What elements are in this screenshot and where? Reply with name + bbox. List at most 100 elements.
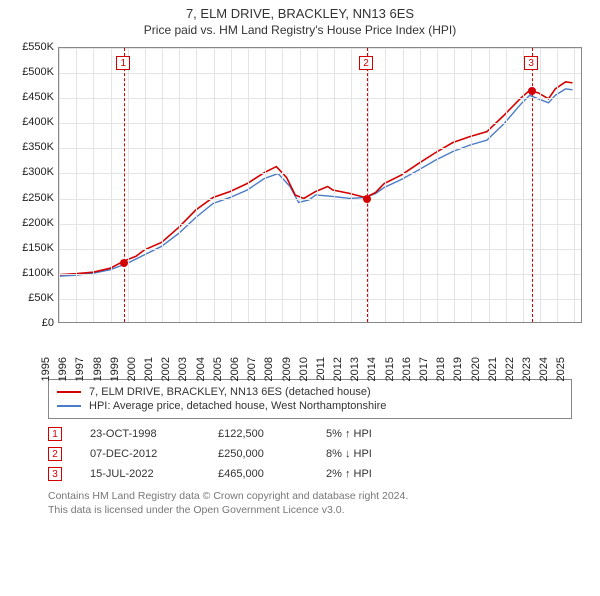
x-tick-label: 2012: [332, 357, 344, 381]
y-tick-label: £500K: [10, 66, 54, 78]
legend-label: 7, ELM DRIVE, BRACKLEY, NN13 6ES (detach…: [89, 386, 371, 398]
x-gridline: [93, 48, 94, 322]
transaction-vline: [124, 48, 125, 322]
x-gridline: [145, 48, 146, 322]
x-tick-label: 2021: [486, 357, 498, 381]
x-tick-label: 2023: [521, 357, 533, 381]
y-gridline: [59, 173, 581, 174]
y-tick-label: £550K: [10, 41, 54, 53]
x-tick-label: 1996: [57, 357, 69, 381]
transaction-row-marker: 2: [48, 447, 62, 461]
x-tick-label: 2014: [366, 357, 378, 381]
x-tick-label: 2022: [504, 357, 516, 381]
y-tick-label: £450K: [10, 91, 54, 103]
transaction-table: 123-OCT-1998£122,5005% ↑ HPI207-DEC-2012…: [48, 427, 600, 481]
transaction-diff: 5% ↑ HPI: [326, 428, 416, 440]
y-gridline: [59, 199, 581, 200]
transaction-row: 3 15-JUL-2022 £465,000 2% ↑ HPI: [48, 467, 600, 481]
x-tick-label: 2011: [315, 357, 327, 381]
legend: 7, ELM DRIVE, BRACKLEY, NN13 6ES (detach…: [48, 379, 572, 419]
x-gridline: [282, 48, 283, 322]
x-gridline: [334, 48, 335, 322]
x-tick-label: 2003: [177, 357, 189, 381]
y-tick-label: £350K: [10, 141, 54, 153]
x-gridline: [489, 48, 490, 322]
transaction-vline: [367, 48, 368, 322]
y-gridline: [59, 48, 581, 49]
x-gridline: [214, 48, 215, 322]
transaction-marker: 1: [116, 56, 130, 70]
x-gridline: [111, 48, 112, 322]
transaction-date: 15-JUL-2022: [90, 468, 190, 480]
x-gridline: [454, 48, 455, 322]
x-gridline: [248, 48, 249, 322]
footnote-line: This data is licensed under the Open Gov…: [48, 504, 345, 516]
x-tick-label: 2015: [383, 357, 395, 381]
page-title: 7, ELM DRIVE, BRACKLEY, NN13 6ES: [0, 6, 600, 21]
x-gridline: [179, 48, 180, 322]
transaction-row-marker: 1: [48, 427, 62, 441]
x-tick-label: 2020: [469, 357, 481, 381]
transaction-row: 123-OCT-1998£122,5005% ↑ HPI: [48, 427, 600, 441]
x-tick-label: 2009: [280, 357, 292, 381]
transaction-diff: 2% ↑ HPI: [326, 468, 416, 480]
x-tick-label: 2017: [418, 357, 430, 381]
x-gridline: [231, 48, 232, 322]
transaction-price: £250,000: [218, 448, 298, 460]
attribution-footnote: Contains HM Land Registry data © Crown c…: [48, 489, 600, 517]
y-gridline: [59, 73, 581, 74]
x-gridline: [317, 48, 318, 322]
y-tick-label: £400K: [10, 116, 54, 128]
x-gridline: [420, 48, 421, 322]
y-tick-label: £150K: [10, 242, 54, 254]
x-gridline: [76, 48, 77, 322]
y-gridline: [59, 224, 581, 225]
y-tick-label: £200K: [10, 217, 54, 229]
x-gridline: [471, 48, 472, 322]
y-gridline: [59, 148, 581, 149]
x-tick-label: 2010: [297, 357, 309, 381]
transaction-row-marker: 3: [48, 467, 62, 481]
x-tick-label: 2013: [349, 357, 361, 381]
x-gridline: [506, 48, 507, 322]
y-gridline: [59, 249, 581, 250]
x-tick-label: 2008: [263, 357, 275, 381]
x-gridline: [162, 48, 163, 322]
x-tick-label: 2016: [401, 357, 413, 381]
transaction-dot: [528, 87, 536, 95]
x-gridline: [574, 48, 575, 322]
transaction-date: 07-DEC-2012: [90, 448, 190, 460]
legend-item: 7, ELM DRIVE, BRACKLEY, NN13 6ES (detach…: [57, 386, 563, 398]
x-gridline: [265, 48, 266, 322]
x-tick-label: 2024: [538, 357, 550, 381]
chart-lines: [59, 48, 581, 322]
x-tick-label: 1998: [91, 357, 103, 381]
transaction-price: £465,000: [218, 468, 298, 480]
y-tick-label: £300K: [10, 166, 54, 178]
transaction-price: £122,500: [218, 428, 298, 440]
x-gridline: [196, 48, 197, 322]
y-gridline: [59, 299, 581, 300]
x-tick-label: 2004: [194, 357, 206, 381]
x-gridline: [385, 48, 386, 322]
transaction-row: 2 07-DEC-2012 £250,000 8% ↓ HPI: [48, 447, 600, 461]
y-tick-label: £100K: [10, 267, 54, 279]
x-tick-label: 2005: [212, 357, 224, 381]
x-tick-label: 1999: [108, 357, 120, 381]
x-gridline: [437, 48, 438, 322]
transaction-marker: 3: [524, 56, 538, 70]
transaction-diff: 8% ↓ HPI: [326, 448, 416, 460]
x-gridline: [523, 48, 524, 322]
x-gridline: [59, 48, 60, 322]
x-tick-label: 2018: [435, 357, 447, 381]
legend-swatch: [57, 405, 81, 407]
x-tick-label: 2002: [160, 357, 172, 381]
y-tick-label: £50K: [10, 292, 54, 304]
page-subtitle: Price paid vs. HM Land Registry's House …: [0, 23, 600, 37]
x-tick-label: 1995: [40, 357, 52, 381]
y-tick-label: £250K: [10, 192, 54, 204]
x-gridline: [403, 48, 404, 322]
x-gridline: [557, 48, 558, 322]
footnote-line: Contains HM Land Registry data © Crown c…: [48, 490, 408, 502]
x-gridline: [351, 48, 352, 322]
